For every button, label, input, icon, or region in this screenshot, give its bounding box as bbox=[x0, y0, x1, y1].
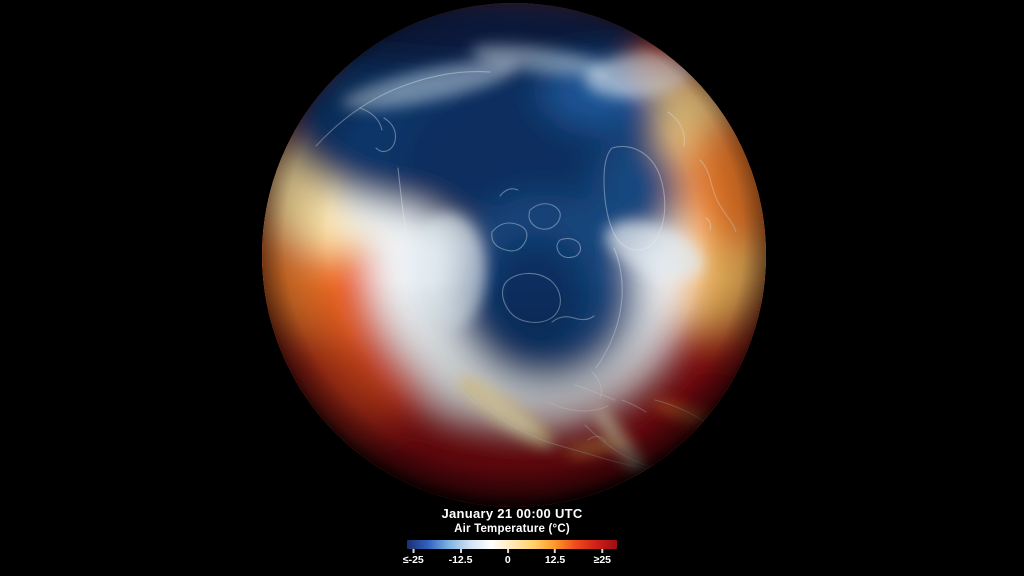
colorbar bbox=[407, 540, 617, 549]
tick-mark bbox=[506, 549, 509, 553]
colorbar-tick-label: 12.5 bbox=[544, 554, 566, 566]
bottom-shading bbox=[262, 280, 766, 507]
colorbar-tick-label: ≤-25 bbox=[402, 554, 424, 566]
colorbar-tick-label: ≥25 bbox=[593, 554, 612, 566]
variable-label: Air Temperature (°C) bbox=[454, 523, 570, 535]
colorbar-legend: ≤-25 -12.5 0 12.5 ≥25 bbox=[403, 540, 617, 568]
tick-mark bbox=[459, 549, 462, 553]
datetime-label: January 21 00:00 UTC bbox=[441, 506, 583, 521]
tick-mark bbox=[412, 549, 415, 553]
tick-mark bbox=[601, 549, 604, 553]
colorbar-tick-label: 0 bbox=[504, 554, 511, 566]
colorbar-tick-label: -12.5 bbox=[448, 554, 473, 566]
caption-block: January 21 00:00 UTC Air Temperature (°C… bbox=[0, 506, 1024, 568]
colorbar-tick: ≤-25 bbox=[403, 549, 424, 566]
tick-mark bbox=[554, 549, 557, 553]
colorbar-tick: ≥25 bbox=[594, 549, 611, 566]
colorbar-tick: 12.5 bbox=[545, 549, 565, 566]
colorbar-tick: 0 bbox=[505, 549, 511, 566]
colorbar-tick: -12.5 bbox=[449, 549, 473, 566]
